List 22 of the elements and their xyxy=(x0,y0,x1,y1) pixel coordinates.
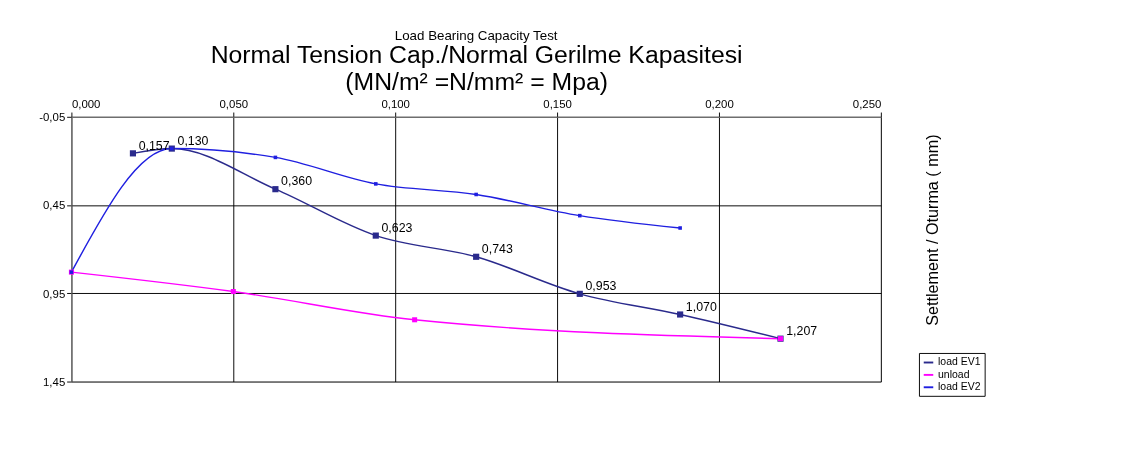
y-tick-label: -0,05 xyxy=(39,111,66,124)
x-tick-label: 0,000 xyxy=(71,97,101,110)
data-label: 0,743 xyxy=(481,241,513,256)
data-label: 0,953 xyxy=(585,279,617,294)
y-tick-label: 0,95 xyxy=(43,287,66,300)
y-tick-label: 1,45 xyxy=(43,375,66,388)
data-label: 0,360 xyxy=(281,174,313,189)
y-tick-label: 0,45 xyxy=(43,199,66,212)
x-tick-label: 0,050 xyxy=(219,97,249,110)
legend-label: unload xyxy=(938,368,970,380)
data-label: 1,070 xyxy=(685,299,717,314)
data-label: 0,130 xyxy=(177,133,209,148)
data-label: 0,157 xyxy=(138,138,170,153)
x-tick-label: 0,250 xyxy=(852,97,882,110)
y-axis-title: Settlement / Oturma ( mm) xyxy=(923,134,942,326)
legend-label: load EV2 xyxy=(938,381,981,393)
legend-label: load EV1 xyxy=(938,356,981,368)
x-tick-label: 0,100 xyxy=(381,97,410,110)
x-tick-label: 0,200 xyxy=(705,97,734,110)
data-label: 1,207 xyxy=(786,323,818,338)
x-tick-label: 0,150 xyxy=(543,97,572,110)
chart-title: Load Bearing Capacity Test xyxy=(394,27,558,43)
